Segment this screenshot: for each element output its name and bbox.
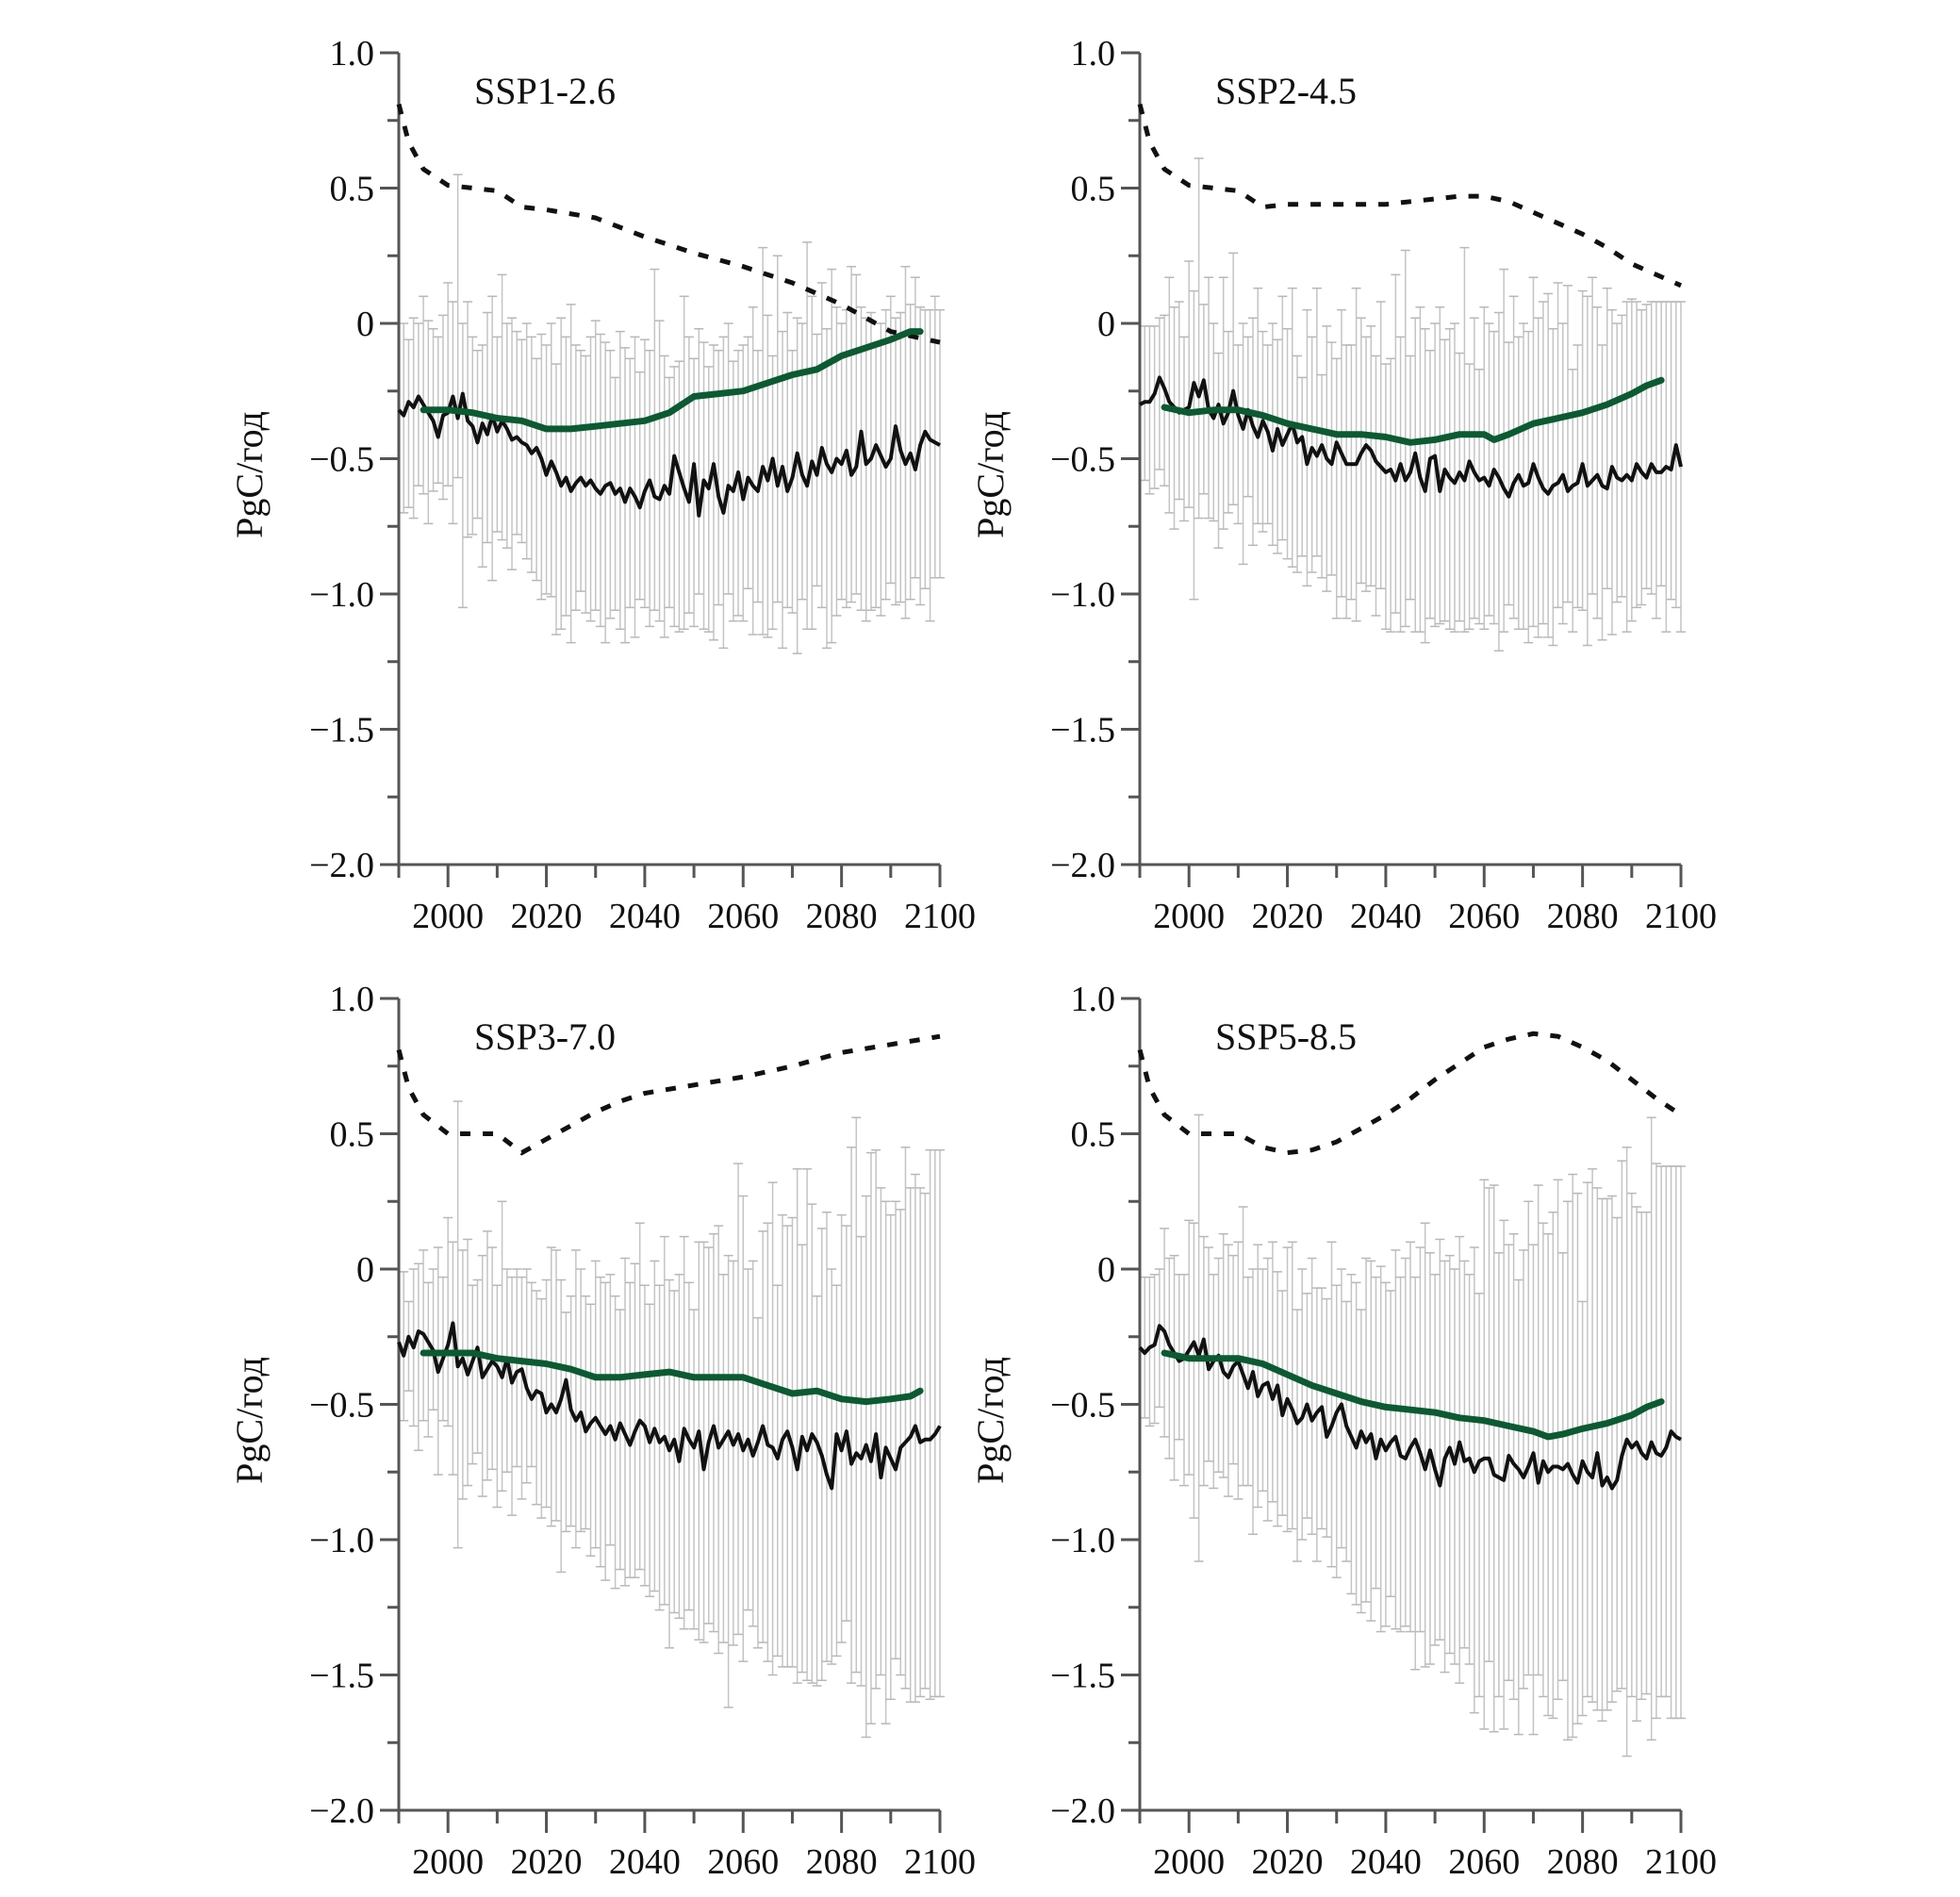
panel-ssp5-8-5: 1.0 0.5 0 −0.5 −1.0 −1.5 −2.0 2000 2020 2040 2060 2… <box>969 980 1717 1882</box>
y-tick-label: 1.0 <box>1071 980 1116 1019</box>
error-bars <box>399 173 945 654</box>
y-tick-label: 0 <box>1097 305 1115 344</box>
panel-title: SSP3-7.0 <box>474 1015 616 1058</box>
y-tick-label: 0.5 <box>330 170 375 209</box>
x-tick-label: 2060 <box>707 1842 779 1882</box>
x-tick-label: 2000 <box>1153 1842 1225 1882</box>
dashed-line <box>1137 103 1683 289</box>
green-line <box>1161 1349 1665 1441</box>
x-tick-label: 2020 <box>511 897 583 936</box>
y-tick-label: 1.0 <box>1071 34 1116 74</box>
y-tick-label: 0.5 <box>1071 1115 1116 1155</box>
x-tick-label: 2100 <box>1645 897 1717 936</box>
y-tick-label: −1.5 <box>1050 1657 1115 1696</box>
x-tick-label: 2100 <box>904 897 976 936</box>
y-tick-label: −1.0 <box>309 1521 374 1560</box>
green-line <box>1161 376 1665 446</box>
x-tick-label: 2100 <box>904 1842 976 1882</box>
panel-ssp1-2-6: 1.0 0.5 0 −0.5 −1.0 −1.5 −2.0 2000 2020 2040 2060 2… <box>228 34 976 936</box>
x-tick-label: 2000 <box>412 1842 484 1882</box>
error-bars <box>1140 1113 1686 1757</box>
x-tick-label: 2080 <box>806 1842 878 1882</box>
panel-title: SSP1-2.6 <box>474 70 616 112</box>
y-tick-label: −2.0 <box>1050 1791 1115 1831</box>
y-tick-label: 0 <box>356 1250 374 1290</box>
green-line <box>420 328 924 433</box>
y-tick-label: −0.5 <box>1050 1386 1115 1426</box>
x-tick-label: 2060 <box>1448 1842 1520 1882</box>
y-tick-label: −1.5 <box>1050 711 1115 751</box>
y-tick-label: −2.0 <box>309 846 374 885</box>
y-tick-label: −1.5 <box>309 711 374 751</box>
y-tick-label: −0.5 <box>309 440 374 480</box>
y-axis-label: PgC/год <box>969 411 1012 538</box>
y-tick-label: −0.5 <box>309 1386 374 1426</box>
panel-ssp3-7-0: 1.0 0.5 0 −0.5 −1.0 −1.5 −2.0 2000 2020 2040 2060 2… <box>228 980 976 1882</box>
panel-title: SSP5-8.5 <box>1215 1015 1357 1058</box>
dashed-line <box>396 103 941 345</box>
y-tick-label: 1.0 <box>330 34 375 74</box>
x-tick-label: 2080 <box>806 897 878 936</box>
y-tick-label: −2.0 <box>1050 846 1115 885</box>
y-tick-label: −0.5 <box>1050 440 1115 480</box>
y-axis-label: PgC/год <box>228 1357 271 1484</box>
x-tick-label: 2100 <box>1645 1842 1717 1882</box>
black-line <box>1138 1324 1682 1491</box>
black-line <box>397 391 941 518</box>
x-tick-label: 2060 <box>707 897 779 936</box>
green-line <box>420 1349 924 1406</box>
panel-ssp2-4-5: 1.0 0.5 0 −0.5 −1.0 −1.5 −2.0 2000 2020 2040 2060 2… <box>969 34 1717 936</box>
x-tick-label: 2020 <box>1252 897 1324 936</box>
x-tick-label: 2040 <box>609 897 681 936</box>
x-tick-label: 2040 <box>1350 897 1422 936</box>
y-tick-label: 1.0 <box>330 980 375 1019</box>
y-tick-label: 0.5 <box>330 1115 375 1155</box>
x-tick-label: 2080 <box>1547 1842 1619 1882</box>
x-tick-label: 2060 <box>1448 897 1520 936</box>
black-line <box>1139 375 1683 499</box>
y-tick-label: −1.0 <box>1050 1521 1115 1560</box>
x-tick-label: 2040 <box>1350 1842 1422 1882</box>
dashed-line <box>1137 1031 1683 1156</box>
y-tick-label: −1.0 <box>1050 575 1115 615</box>
x-tick-label: 2000 <box>1153 897 1225 936</box>
y-tick-label: −2.0 <box>309 1791 374 1831</box>
y-axis-label: PgC/год <box>228 411 271 538</box>
x-tick-label: 2040 <box>609 1842 681 1882</box>
x-tick-label: 2080 <box>1547 897 1619 936</box>
error-bars <box>399 1100 945 1739</box>
x-tick-label: 2020 <box>1252 1842 1324 1882</box>
y-tick-label: 0 <box>1097 1250 1115 1290</box>
x-tick-label: 2020 <box>511 1842 583 1882</box>
y-tick-label: −1.5 <box>309 1657 374 1696</box>
y-axis-label: PgC/год <box>969 1357 1012 1484</box>
y-tick-label: 0 <box>356 305 374 344</box>
black-line <box>397 1321 942 1491</box>
y-tick-label: 0.5 <box>1071 170 1116 209</box>
panel-title: SSP2-4.5 <box>1215 70 1357 112</box>
dashed-line <box>396 1033 941 1156</box>
x-tick-label: 2000 <box>412 897 484 936</box>
y-tick-label: −1.0 <box>309 575 374 615</box>
